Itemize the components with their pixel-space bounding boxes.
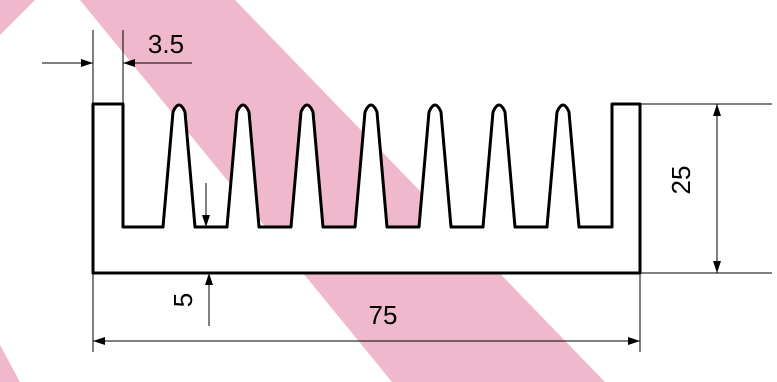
heatsink-profile bbox=[91, 102, 642, 275]
base-thickness-label: 5 bbox=[168, 293, 198, 307]
watermark-band bbox=[0, 0, 605, 382]
dimension-lines bbox=[42, 30, 772, 352]
fin-width-label: 3.5 bbox=[148, 29, 184, 59]
width-label: 75 bbox=[369, 300, 398, 330]
height-label: 25 bbox=[666, 166, 696, 195]
